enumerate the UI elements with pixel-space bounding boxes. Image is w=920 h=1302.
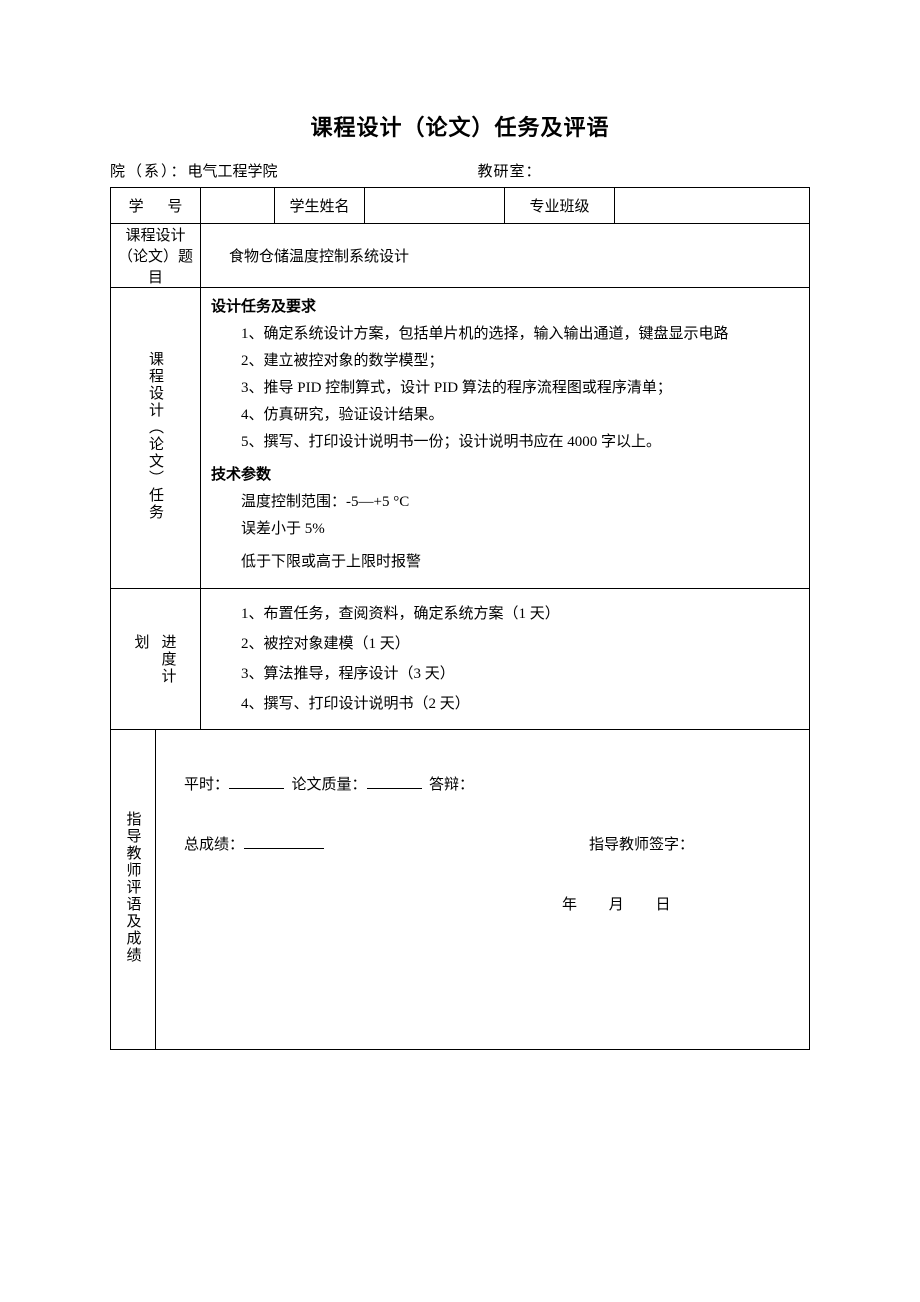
task-label-cell: 课程设计（论文）任务 [111, 288, 201, 589]
schedule-row: 划 进度计 1、布置任务，查阅资料，确定系统方案（1 天） 2、被控对象建模（1… [111, 589, 810, 730]
student-id-label: 学 号 [111, 188, 201, 224]
task-item: 温度控制范围：-5—+5 °C [211, 489, 799, 516]
eval-dabian-label: 答辩： [429, 777, 474, 793]
student-name-label: 学生姓名 [275, 188, 365, 224]
task-label: 课程设计（论文）任务 [145, 351, 166, 521]
student-name-value [365, 188, 505, 224]
task-item: 误差小于 5% [211, 516, 799, 543]
header-info: 院（系）：电气工程学院 教研室： [110, 160, 810, 181]
dept-label: 院（系）： [110, 164, 188, 180]
office-block: 教研室： [478, 160, 542, 181]
eval-lunwen-label: 论文质量： [292, 777, 367, 793]
evaluation-row: 指导教师评语及成绩 平时： 论文质量： 答辩： 总成绩： 指导教师签字： 年 月… [111, 730, 810, 1050]
eval-total-line: 总成绩： 指导教师签字： [184, 830, 799, 860]
schedule-label: 划 进度计 [134, 634, 176, 685]
page-title: 课程设计（论文）任务及评语 [110, 110, 810, 142]
eval-pingshi-blank [229, 774, 284, 789]
schedule-item: 2、被控对象建模（1 天） [241, 629, 799, 659]
schedule-label-part1: 划 [134, 635, 149, 651]
schedule-item: 3、算法推导，程序设计（3 天） [241, 659, 799, 689]
eval-label: 指导教师评语及成绩 [123, 811, 144, 964]
task-section1-header: 设计任务及要求 [211, 294, 799, 321]
topic-label: 课程设计（论文）题目 [111, 224, 201, 288]
office-label: 教研室： [478, 164, 542, 180]
eval-lunwen-blank [367, 774, 422, 789]
eval-total-label: 总成绩： [184, 837, 244, 853]
dept-block: 院（系）：电气工程学院 [110, 160, 278, 181]
student-id-value [201, 188, 275, 224]
eval-pingshi-label: 平时： [184, 777, 229, 793]
eval-content-cell: 平时： 论文质量： 答辩： 总成绩： 指导教师签字： 年 月 日 [156, 730, 810, 1050]
task-content: 设计任务及要求 1、确定系统设计方案，包括单片机的选择，输入输出通道，键盘显示电… [201, 288, 809, 588]
class-value [615, 188, 810, 224]
dept-value: 电气工程学院 [188, 164, 278, 180]
eval-total-blank [244, 834, 324, 849]
task-item: 2、建立被控对象的数学模型； [211, 348, 799, 375]
task-row: 课程设计（论文）任务 设计任务及要求 1、确定系统设计方案，包括单片机的选择，输… [111, 288, 810, 589]
topic-value: 食物仓储温度控制系统设计 [201, 224, 810, 288]
task-item: 5、撰写、打印设计说明书一份；设计说明书应在 4000 字以上。 [211, 429, 799, 456]
task-item: 4、仿真研究，验证设计结果。 [211, 402, 799, 429]
task-item: 3、推导 PID 控制算式，设计 PID 算法的程序流程图或程序清单； [211, 375, 799, 402]
task-content-cell: 设计任务及要求 1、确定系统设计方案，包括单片机的选择，输入输出通道，键盘显示电… [201, 288, 810, 589]
student-info-row: 学 号 学生姓名 专业班级 [111, 188, 810, 224]
schedule-item: 1、布置任务，查阅资料，确定系统方案（1 天） [241, 599, 799, 629]
schedule-label-part2: 进度计 [157, 634, 177, 685]
eval-label-cell: 指导教师评语及成绩 [111, 730, 156, 1050]
schedule-item: 4、撰写、打印设计说明书（2 天） [241, 689, 799, 719]
schedule-label-cell: 划 进度计 [111, 589, 201, 730]
eval-scores-line: 平时： 论文质量： 答辩： [184, 770, 799, 800]
task-item: 低于下限或高于上限时报警 [211, 549, 799, 576]
eval-date: 年 月 日 [562, 890, 799, 920]
topic-row: 课程设计（论文）题目 食物仓储温度控制系统设计 [111, 224, 810, 288]
class-label: 专业班级 [505, 188, 615, 224]
eval-signature-label: 指导教师签字： [589, 830, 694, 860]
task-section2-header: 技术参数 [211, 462, 799, 489]
main-table: 学 号 学生姓名 专业班级 课程设计（论文）题目 食物仓储温度控制系统设计 课程… [110, 187, 810, 1050]
schedule-content-cell: 1、布置任务，查阅资料，确定系统方案（1 天） 2、被控对象建模（1 天） 3、… [201, 589, 810, 730]
schedule-content: 1、布置任务，查阅资料，确定系统方案（1 天） 2、被控对象建模（1 天） 3、… [201, 589, 809, 729]
task-item: 1、确定系统设计方案，包括单片机的选择，输入输出通道，键盘显示电路 [211, 321, 799, 348]
